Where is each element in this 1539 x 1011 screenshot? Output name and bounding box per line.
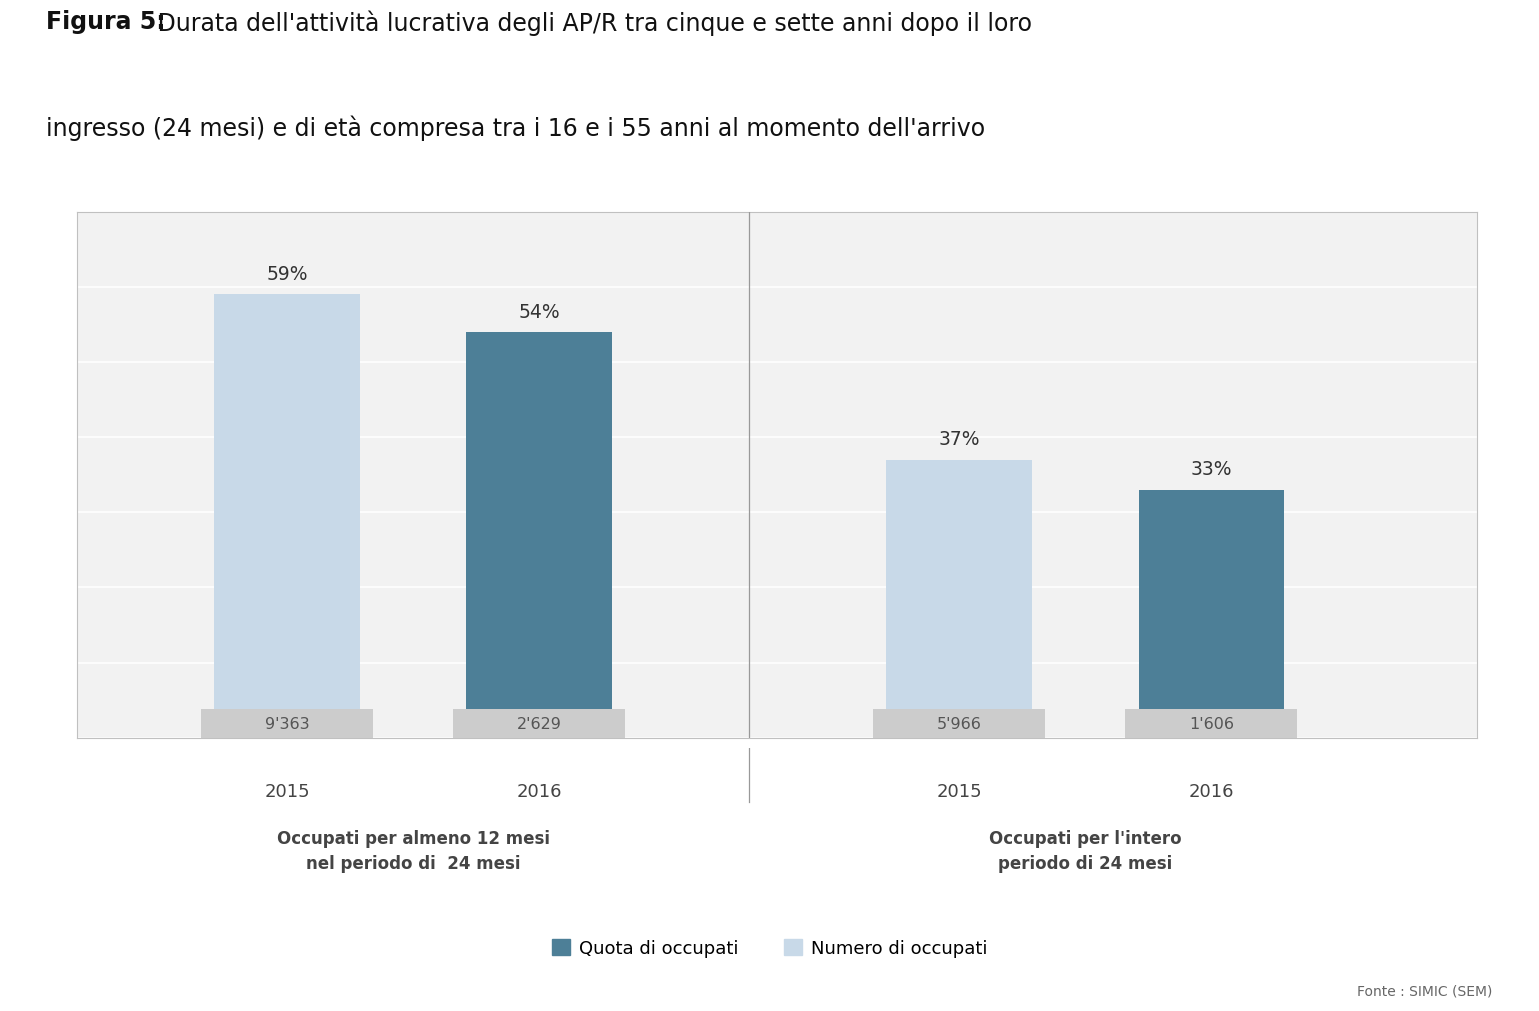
Bar bbox=[886, 460, 1033, 738]
Text: 33%: 33% bbox=[1191, 460, 1233, 479]
Bar bbox=[1125, 710, 1297, 738]
Text: Occupati per l'intero
periodo di 24 mesi: Occupati per l'intero periodo di 24 mesi bbox=[990, 829, 1182, 871]
Text: Durata dell'attività lucrativa degli AP/R tra cinque e sette anni dopo il loro: Durata dell'attività lucrativa degli AP/… bbox=[151, 10, 1033, 35]
Legend: Quota di occupati, Numero di occupati: Quota di occupati, Numero di occupati bbox=[545, 931, 994, 964]
Text: 2015: 2015 bbox=[265, 783, 309, 801]
Text: ingresso (24 mesi) e di età compresa tra i 16 e i 55 anni al momento dell'arrivo: ingresso (24 mesi) e di età compresa tra… bbox=[46, 116, 985, 142]
Text: 54%: 54% bbox=[519, 302, 560, 321]
Bar bbox=[1139, 490, 1284, 738]
Text: 5'966: 5'966 bbox=[937, 716, 982, 731]
Text: Figura 5:: Figura 5: bbox=[46, 10, 166, 34]
Text: 37%: 37% bbox=[939, 430, 980, 449]
Bar bbox=[873, 710, 1045, 738]
Bar bbox=[214, 295, 360, 738]
Text: 2016: 2016 bbox=[517, 783, 562, 801]
Bar bbox=[452, 710, 625, 738]
Text: 1'606: 1'606 bbox=[1188, 716, 1234, 731]
Text: 2'629: 2'629 bbox=[517, 716, 562, 731]
Bar bbox=[202, 710, 372, 738]
Text: 2015: 2015 bbox=[936, 783, 982, 801]
Bar bbox=[466, 333, 613, 738]
Text: 59%: 59% bbox=[266, 265, 308, 284]
Text: 9'363: 9'363 bbox=[265, 716, 309, 731]
Text: Fonte : SIMIC (SEM): Fonte : SIMIC (SEM) bbox=[1357, 984, 1493, 998]
Text: Occupati per almeno 12 mesi
nel periodo di  24 mesi: Occupati per almeno 12 mesi nel periodo … bbox=[277, 829, 549, 871]
Text: 2016: 2016 bbox=[1188, 783, 1234, 801]
